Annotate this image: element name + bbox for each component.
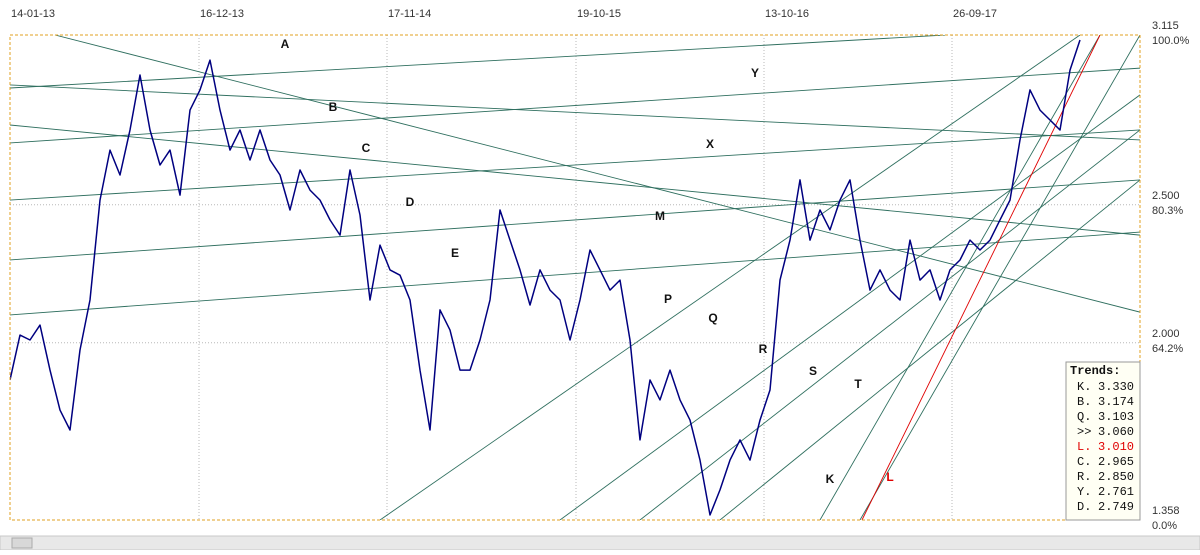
trendline	[10, 67, 1140, 144]
trend-row-value: 3.330	[1098, 380, 1134, 394]
trend-row-value: 2.749	[1098, 500, 1134, 514]
trendline	[379, 35, 1081, 520]
trend-row-value: 3.174	[1098, 395, 1134, 409]
trendline-label: P	[664, 292, 672, 306]
x-tick-label: 16-12-13	[200, 8, 244, 20]
scrollbar[interactable]	[0, 535, 1200, 551]
y-tick-label: 1.358	[1152, 505, 1180, 517]
trendline	[639, 129, 1140, 520]
price-line	[10, 39, 1081, 516]
pct-tick-label: 64.2%	[1152, 343, 1183, 355]
trendline-label: R	[759, 342, 768, 356]
trend-row-label: R.	[1077, 470, 1091, 484]
trend-row-label: B.	[1077, 395, 1091, 409]
pct-tick-label: 100.0%	[1152, 35, 1190, 47]
trends-box-frame	[1065, 361, 1141, 521]
trend-row-value: 2.965	[1098, 455, 1134, 469]
x-tick-label: 17-11-14	[388, 8, 431, 20]
trendline-label: T	[854, 377, 862, 391]
grid	[10, 35, 1140, 520]
price-layer	[10, 39, 1081, 516]
trend-row-label: L.	[1077, 440, 1091, 454]
trendline	[719, 179, 1140, 520]
y-tick-label: 2.000	[1152, 328, 1180, 340]
trend-row-value: 3.010	[1098, 440, 1134, 454]
trendline-label: Q	[708, 311, 717, 325]
trendline	[10, 179, 1140, 261]
trend-row-label: D.	[1077, 500, 1091, 514]
trendline	[819, 35, 1101, 520]
trendline	[10, 231, 1140, 316]
x-tick-label: 13-10-16	[765, 8, 809, 20]
plot-border	[9, 34, 1141, 521]
trendline-label: S	[809, 364, 817, 378]
trendline	[10, 35, 946, 89]
trendline-label: E	[451, 246, 459, 260]
x-tick-label: 26-09-17	[953, 8, 997, 20]
trend-row-value: 3.060	[1098, 425, 1134, 439]
trendline-label: X	[706, 137, 714, 151]
trendline-label: B	[329, 100, 338, 114]
y-tick-label: 3.115	[1152, 20, 1179, 32]
trends-box-title: Trends:	[1070, 364, 1120, 378]
trend-row-label: Y.	[1077, 485, 1091, 499]
trendline	[10, 124, 1140, 236]
trendline-label: Y	[751, 66, 759, 80]
trendline	[559, 94, 1140, 520]
trendline	[10, 129, 1140, 201]
trendline-label: C	[362, 141, 371, 155]
trendline	[861, 35, 1101, 520]
x-tick-label: 14-01-13	[11, 8, 55, 20]
trendline-label: M	[655, 209, 665, 223]
y-tick-label: 2.500	[1152, 190, 1180, 202]
trend-row-value: 2.761	[1098, 485, 1134, 499]
trend-row-label: C.	[1077, 455, 1091, 469]
x-tick-label: 19-10-15	[577, 8, 621, 20]
trendline	[54, 35, 1140, 313]
trend-row-value: 2.850	[1098, 470, 1134, 484]
trend-row-value: 3.103	[1098, 410, 1134, 424]
trendline-label: L	[886, 470, 893, 484]
scroll-thumb[interactable]	[11, 537, 33, 549]
trend-row-label: >>	[1077, 425, 1091, 439]
trends-box: Trends: K. 3.330 B. 3.174 Q. 3.103 >> 3.060 L. 3.0…	[1065, 361, 1141, 521]
labels: 14-01-13 16-12-13 17-11-14 19-10-15 13-10-16…	[11, 8, 1190, 532]
trend-row-label: Q.	[1077, 410, 1091, 424]
pct-tick-label: 80.3%	[1152, 205, 1183, 217]
trendline	[859, 35, 1140, 520]
trendline-label: K	[826, 472, 835, 486]
trend-row-label: K.	[1077, 380, 1091, 394]
trendlines	[10, 35, 1140, 520]
trendline-label: D	[406, 195, 415, 209]
pct-tick-label: 0.0%	[1152, 520, 1177, 532]
trendline-label: A	[281, 37, 290, 51]
